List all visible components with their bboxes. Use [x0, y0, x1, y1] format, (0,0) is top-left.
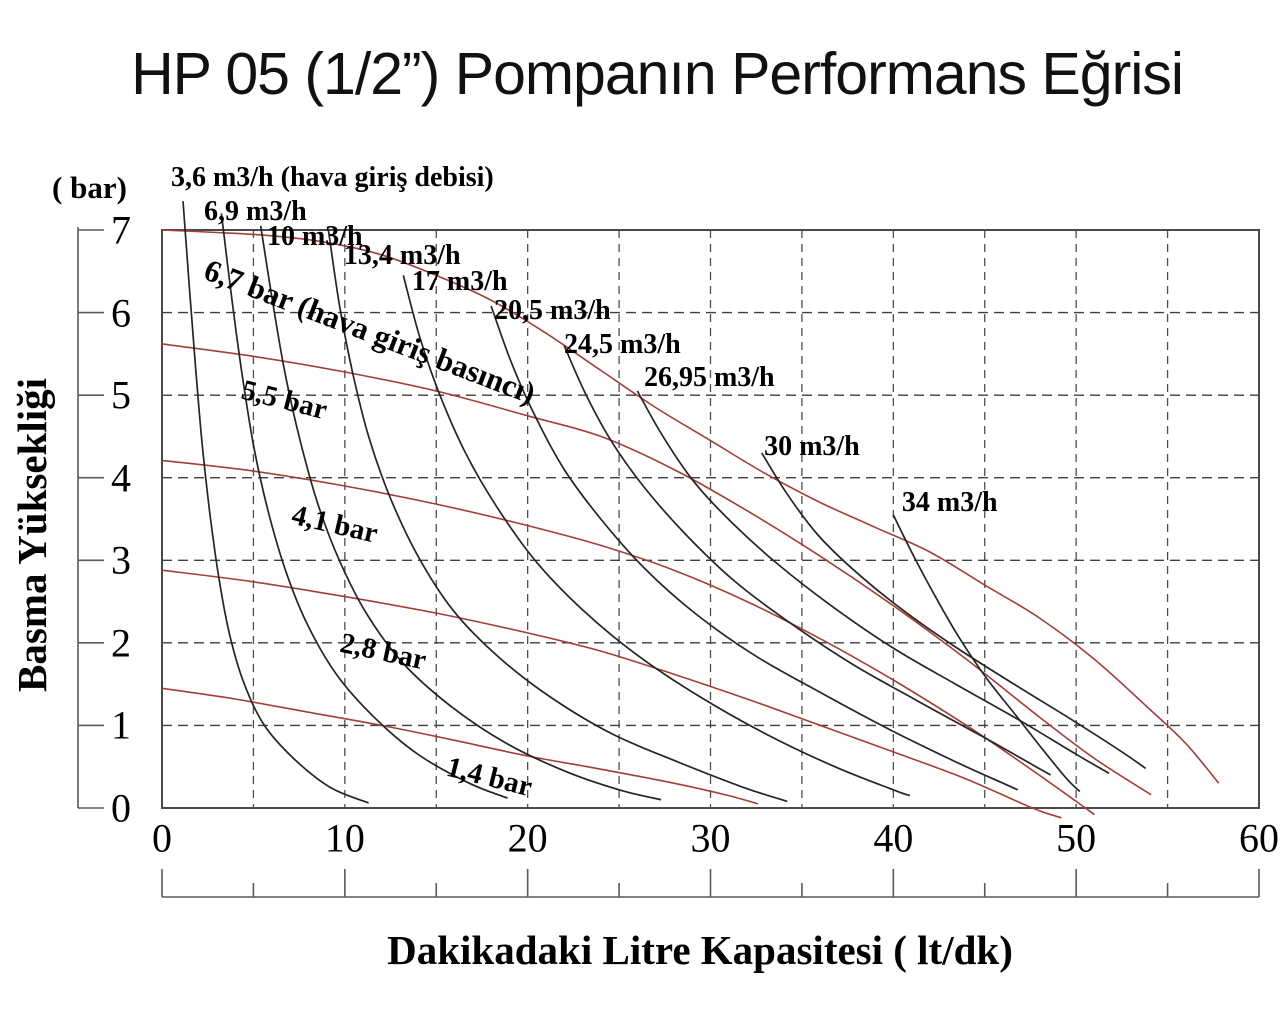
flow-13-4-m3h — [327, 229, 788, 803]
flow-6-9-m3h — [220, 213, 508, 799]
flow-34-m3h — [892, 514, 1081, 793]
pressure-6-7-bar — [161, 229, 1220, 784]
chart-title: HP 05 (1/2”) Pompanın Performans Eğrisi — [131, 41, 1184, 107]
flow-24-5-m3h — [563, 345, 1052, 776]
flow-26-95-m3h — [636, 390, 1110, 775]
pressure-5-5-bar — [161, 343, 1152, 796]
pressure-1-4-bar — [161, 687, 759, 805]
flow-17-m3h — [402, 275, 911, 797]
flow-3-6-m3h — [182, 201, 369, 804]
flow-30-m3h — [760, 452, 1147, 770]
pressure-4-1-bar — [161, 459, 1095, 816]
plot-border — [161, 229, 1260, 809]
flow-20-5-m3h — [490, 305, 1019, 791]
y-axis-unit-label: ( bar) — [52, 170, 127, 205]
flow-10-m3h — [259, 225, 662, 801]
pressure-2-8-bar — [161, 569, 1062, 819]
x-axis-title: Dakikadaki Litre Kapasitesi ( lt/dk) — [387, 927, 1013, 973]
